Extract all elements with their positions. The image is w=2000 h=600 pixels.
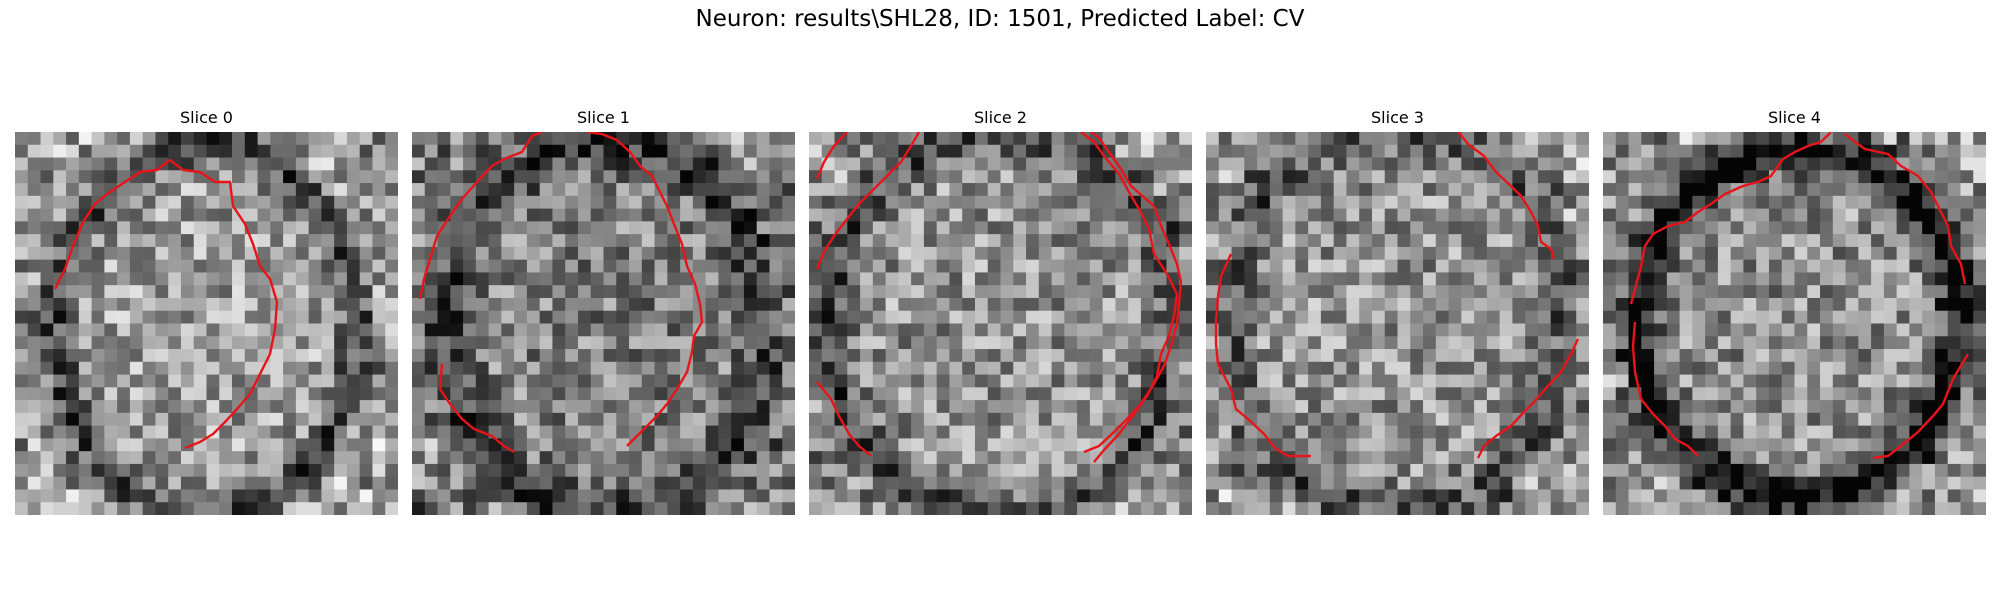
slice-title: Slice 0 bbox=[15, 108, 398, 127]
slice-title: Slice 2 bbox=[809, 108, 1192, 127]
slice-title: Slice 3 bbox=[1206, 108, 1589, 127]
pixel-grid bbox=[15, 132, 398, 515]
slice-title: Slice 4 bbox=[1603, 108, 1986, 127]
figure-title: Neuron: results\SHL28, ID: 1501, Predict… bbox=[0, 6, 2000, 32]
slice-image bbox=[809, 132, 1192, 515]
slice-image bbox=[1603, 132, 1986, 515]
slice-image bbox=[1206, 132, 1589, 515]
slice-image bbox=[15, 132, 398, 515]
slice-title: Slice 1 bbox=[412, 108, 795, 127]
pixel-grid bbox=[1206, 132, 1589, 515]
slice-image bbox=[412, 132, 795, 515]
